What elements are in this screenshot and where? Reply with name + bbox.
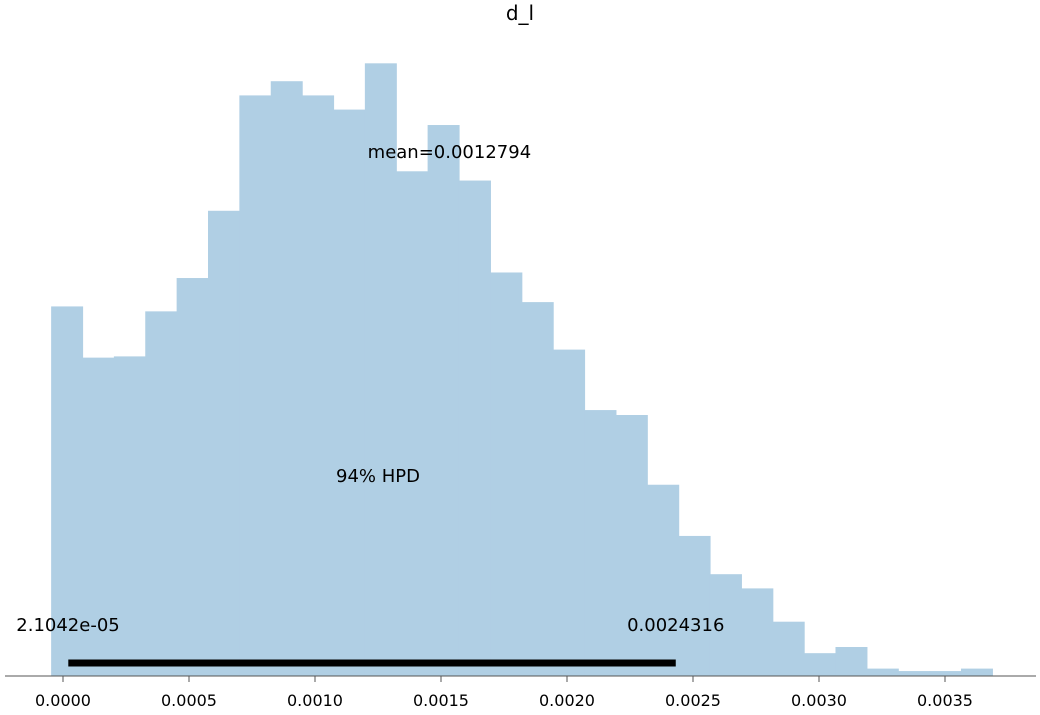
histogram-bar-28 <box>929 671 962 676</box>
x-tick-label-7: 0.0035 <box>917 691 973 710</box>
chart-title: d_l <box>506 1 534 25</box>
hpd-annotation: 94% HPD <box>336 466 420 487</box>
x-tick-label-2: 0.0010 <box>287 691 343 710</box>
histogram-bar-6 <box>239 95 272 676</box>
hpd-lower-bound-label: 2.1042e-05 <box>16 615 119 636</box>
mean-annotation: mean=0.0012794 <box>368 142 531 163</box>
histogram-bar-29 <box>960 668 993 676</box>
histogram-bar-1 <box>82 357 115 676</box>
x-tick-label-5: 0.0025 <box>665 691 721 710</box>
histogram-bar-0 <box>51 306 84 676</box>
x-tick-label-1: 0.0005 <box>161 691 217 710</box>
histogram-bar-3 <box>145 311 178 676</box>
histogram-bar-11 <box>396 171 429 677</box>
histogram-bar-15 <box>521 302 554 676</box>
histogram-bar-8 <box>302 95 335 676</box>
histogram-bar-17 <box>584 410 617 676</box>
histogram-bar-21 <box>709 574 742 676</box>
histogram-bar-2 <box>113 356 146 676</box>
histogram-bar-25 <box>835 647 868 676</box>
histogram-bar-4 <box>176 278 209 676</box>
x-axis-ticks: 0.0000 0.0005 0.0010 0.0015 0.0020 0.0025 0.00… <box>35 676 973 710</box>
x-tick-label-0: 0.0000 <box>35 691 91 710</box>
histogram-bar-24 <box>804 653 837 676</box>
histogram-bar-7 <box>270 81 303 676</box>
histogram-bar-19 <box>647 484 680 676</box>
histogram-bar-16 <box>553 349 586 676</box>
histogram-bar-13 <box>458 180 491 677</box>
hpd-upper-bound-label: 0.0024316 <box>627 615 724 636</box>
x-tick-label-4: 0.0020 <box>539 691 595 710</box>
histogram-bar-18 <box>615 415 648 676</box>
histogram-bars <box>51 63 993 677</box>
x-tick-label-6: 0.0030 <box>791 691 847 710</box>
histogram-bar-20 <box>678 535 711 676</box>
histogram-bar-14 <box>490 272 523 676</box>
histogram-bar-27 <box>898 671 931 676</box>
histogram-bar-9 <box>333 109 366 677</box>
histogram-bar-10 <box>364 63 397 676</box>
histogram-bar-12 <box>427 125 460 676</box>
histogram-bar-5 <box>208 210 240 676</box>
histogram-bar-22 <box>741 588 774 676</box>
x-tick-label-3: 0.0015 <box>413 691 469 710</box>
histogram-bar-23 <box>772 621 805 676</box>
histogram-bar-26 <box>866 668 899 676</box>
